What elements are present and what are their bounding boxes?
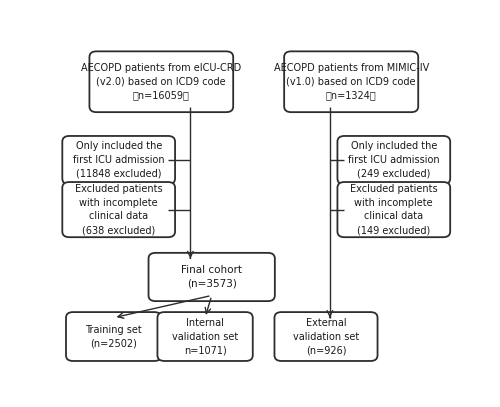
FancyBboxPatch shape [274, 312, 378, 361]
FancyBboxPatch shape [62, 136, 175, 184]
Text: Excluded patients
with incomplete
clinical data
(149 excluded): Excluded patients with incomplete clinic… [350, 184, 438, 235]
FancyBboxPatch shape [62, 182, 175, 237]
Text: Internal
validation set
n=1071): Internal validation set n=1071) [172, 318, 238, 355]
FancyBboxPatch shape [90, 51, 233, 112]
FancyBboxPatch shape [338, 182, 450, 237]
Text: Training set
(n=2502): Training set (n=2502) [86, 325, 142, 348]
Text: Only included the
first ICU admission
(11848 excluded): Only included the first ICU admission (1… [73, 142, 164, 179]
Text: Only included the
first ICU admission
(249 excluded): Only included the first ICU admission (2… [348, 142, 440, 179]
Text: External
validation set
(n=926): External validation set (n=926) [293, 318, 359, 355]
FancyBboxPatch shape [148, 253, 275, 301]
FancyBboxPatch shape [338, 136, 450, 184]
FancyBboxPatch shape [158, 312, 253, 361]
FancyBboxPatch shape [284, 51, 418, 112]
Text: AECOPD patients from eICU-CRD
(v2.0) based on ICD9 code
（n=16059）: AECOPD patients from eICU-CRD (v2.0) bas… [81, 63, 241, 101]
Text: AECOPD patients from MIMIC-IV
(v1.0) based on ICD9 code
（n=1324）: AECOPD patients from MIMIC-IV (v1.0) bas… [274, 63, 429, 101]
Text: Final cohort
(n=3573): Final cohort (n=3573) [181, 265, 242, 289]
FancyBboxPatch shape [66, 312, 162, 361]
Text: Excluded patients
with incomplete
clinical data
(638 excluded): Excluded patients with incomplete clinic… [75, 184, 162, 235]
